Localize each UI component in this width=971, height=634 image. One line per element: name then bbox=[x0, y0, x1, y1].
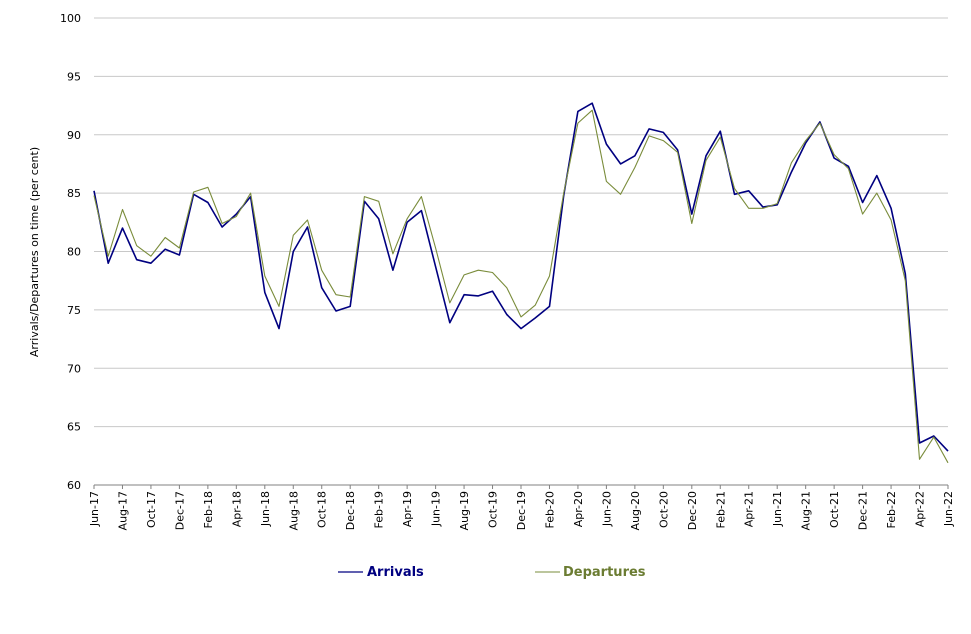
y-tick-label: 65 bbox=[67, 421, 81, 434]
x-tick-label: Feb-22 bbox=[885, 491, 898, 528]
y-tick-label: 75 bbox=[67, 304, 81, 317]
x-tick-label: Apr-18 bbox=[230, 491, 243, 527]
x-tick-label: Feb-18 bbox=[202, 491, 215, 528]
x-tick-label: Dec-21 bbox=[857, 491, 870, 530]
y-tick-labels: 60 65 70 75 80 85 90 95 100 bbox=[60, 12, 81, 492]
y-tick-label: 80 bbox=[67, 246, 81, 259]
gridlines bbox=[94, 17, 948, 428]
x-tick-label: Apr-21 bbox=[743, 491, 756, 527]
y-tick-label: 85 bbox=[67, 187, 81, 200]
x-tick-label: Apr-20 bbox=[572, 491, 585, 527]
x-tick-label: Dec-19 bbox=[515, 491, 528, 530]
x-tick-label: Jun-17 bbox=[88, 491, 101, 527]
x-tick-label: Jun-18 bbox=[259, 491, 272, 527]
x-tick-label: Dec-17 bbox=[173, 491, 186, 530]
x-tick-label: Apr-19 bbox=[401, 491, 414, 527]
series-lines bbox=[93, 102, 949, 464]
y-tick-label: 90 bbox=[67, 129, 81, 142]
x-tick-label: Aug-20 bbox=[629, 491, 642, 530]
x-tick-label: Oct-21 bbox=[828, 491, 841, 528]
series-line-departures bbox=[93, 109, 949, 464]
x-tick-label: Oct-17 bbox=[145, 491, 158, 528]
legend-label-arrivals: Arrivals bbox=[367, 565, 424, 580]
x-tick-label: Jun-19 bbox=[430, 491, 443, 527]
x-tick-label: Dec-20 bbox=[686, 491, 699, 530]
x-tick-labels: Jun-17 Aug-17 Oct-17 Dec-17 Feb-18 Apr-18 Jun-… bbox=[88, 485, 955, 530]
y-tick-label: 95 bbox=[67, 70, 81, 83]
x-tick-label: Feb-19 bbox=[373, 491, 386, 528]
x-tick-label: Aug-19 bbox=[458, 491, 471, 530]
legend-label-departures: Departures bbox=[563, 565, 646, 580]
x-tick-label: Aug-18 bbox=[287, 491, 300, 530]
y-tick-label: 70 bbox=[67, 362, 81, 375]
x-tick-label: Apr-22 bbox=[914, 491, 927, 527]
y-tick-label: 60 bbox=[67, 479, 81, 492]
x-tick-label: Feb-20 bbox=[543, 491, 556, 528]
x-tick-label: Feb-21 bbox=[714, 491, 727, 528]
y-axis-label: Arrivals/Departures on time (per cent) bbox=[28, 147, 41, 357]
x-tick-label: Jun-20 bbox=[600, 491, 613, 527]
x-tick-label: Oct-18 bbox=[316, 491, 329, 528]
x-tick-label: Oct-20 bbox=[657, 491, 670, 528]
x-tick-label: Dec-18 bbox=[344, 491, 357, 530]
x-tick-label: Oct-19 bbox=[487, 491, 500, 528]
x-tick-label: Jun-22 bbox=[942, 491, 955, 527]
x-tick-label: Aug-17 bbox=[116, 491, 129, 530]
y-tick-label: 100 bbox=[60, 12, 81, 25]
x-tick-label: Jun-21 bbox=[771, 491, 784, 527]
legend: Arrivals Departures bbox=[338, 565, 646, 580]
x-tick-label: Aug-21 bbox=[800, 491, 813, 530]
series-line-arrivals bbox=[93, 102, 949, 452]
